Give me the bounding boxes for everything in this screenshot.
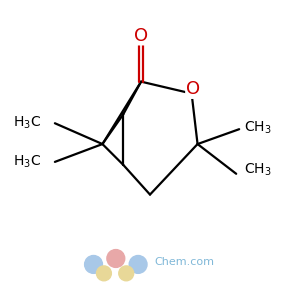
Circle shape [119,266,134,281]
Circle shape [85,256,102,273]
Text: H$_3$C: H$_3$C [13,115,41,131]
Circle shape [129,256,147,273]
Text: CH$_3$: CH$_3$ [244,119,271,136]
Text: Chem.com: Chem.com [154,257,214,267]
Text: H$_3$C: H$_3$C [13,154,41,170]
Circle shape [97,266,111,281]
Text: O: O [134,27,148,45]
Circle shape [107,250,125,267]
Text: O: O [186,80,200,98]
Text: CH$_3$: CH$_3$ [244,161,271,178]
